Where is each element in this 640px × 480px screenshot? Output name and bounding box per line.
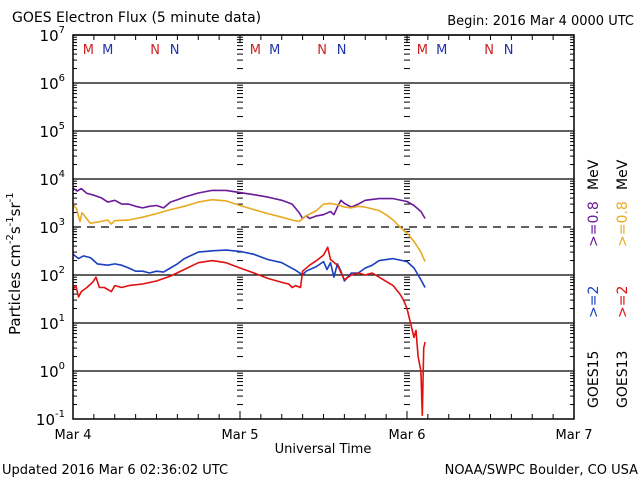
orbit-marker: N [484, 43, 494, 58]
y-tick-label: 104 [40, 169, 65, 189]
y-tick-label: 107 [40, 25, 65, 45]
orbit-marker: M [250, 43, 261, 58]
y-tick-exponent: 0 [59, 361, 65, 372]
legend-satellite: GOES15 [586, 351, 602, 408]
y-tick-label: 100 [40, 361, 65, 381]
series-line [72, 198, 426, 262]
y-tick-label: 102 [40, 265, 65, 285]
legend-high-energy: >=0.8 [586, 201, 602, 247]
legend-satellite: GOES13 [615, 351, 631, 408]
legend-unit: MeV [586, 159, 602, 190]
orbit-marker: N [504, 43, 514, 58]
x-axis-label: Universal Time [275, 442, 372, 457]
y-tick-label: 10-1 [36, 409, 65, 429]
y-tick-base: 10 [40, 171, 59, 189]
legend-low-energy: >=2 [586, 286, 602, 318]
orbit-marker: M [102, 43, 113, 58]
x-tick-label: Mar 6 [389, 428, 426, 443]
chart-title: GOES Electron Flux (5 minute data) [12, 10, 261, 26]
y-tick-label: 105 [40, 121, 65, 141]
orbit-marker: M [83, 43, 94, 58]
y-axis-label: Particles cm-2s-1sr-1 [5, 192, 24, 335]
x-tick-label: Mar 4 [55, 428, 92, 443]
y-tick-label: 101 [40, 313, 65, 333]
y-tick-exponent: 7 [59, 25, 65, 36]
x-tick-label: Mar 5 [222, 428, 259, 443]
orbit-marker: N [150, 43, 160, 58]
y-tick-base: 10 [40, 363, 59, 381]
y-tick-exponent: 4 [59, 169, 65, 180]
y-tick-base: 10 [40, 267, 59, 285]
orbit-marker: M [436, 43, 447, 58]
y-tick-base: 10 [40, 219, 59, 237]
credit-label: NOAA/SWPC Boulder, CO USA [445, 463, 638, 478]
legend-unit: MeV [615, 159, 631, 190]
y-tick-exponent: 5 [59, 121, 65, 132]
series-line [72, 187, 426, 220]
updated-timestamp: Updated 2016 Mar 6 02:36:02 UTC [2, 463, 228, 478]
orbit-marker: N [170, 43, 180, 58]
orbit-marker: N [337, 43, 347, 58]
series-line [72, 249, 426, 288]
orbit-marker: N [317, 43, 327, 58]
y-tick-exponent: 1 [59, 313, 65, 324]
y-tick-label: 103 [40, 217, 65, 237]
x-tick-label: Mar 7 [556, 428, 593, 443]
y-tick-exponent: 3 [59, 217, 65, 228]
y-tick-base: 10 [40, 75, 59, 93]
data-series [72, 187, 426, 416]
x-tick-labels: Mar 4 Mar 5 Mar 6 Mar 7 [55, 428, 593, 443]
y-tick-base: 10 [40, 123, 59, 141]
series-line [72, 246, 426, 416]
y-tick-base: 10 [36, 411, 55, 429]
y-tick-exponent: 2 [59, 265, 65, 276]
legend-high-energy: >=0.8 [615, 201, 631, 247]
y-tick-label: 106 [40, 73, 65, 93]
y-tick-exponent: -1 [55, 409, 65, 420]
plot-frame [72, 34, 575, 420]
legend-low-energy: >=2 [615, 286, 631, 318]
begin-label: Begin: 2016 Mar 4 0000 UTC [447, 14, 634, 29]
orbit-marker: M [417, 43, 428, 58]
orbit-marker: M [269, 43, 280, 58]
y-tick-base: 10 [40, 27, 59, 45]
legend: GOES15 >=2 >=0.8 MeV GOES13 >=2 >=0.8 MeV [586, 159, 631, 408]
y-tick-exponent: 6 [59, 73, 65, 84]
grid-lines [73, 34, 574, 372]
y-tick-base: 10 [40, 315, 59, 333]
